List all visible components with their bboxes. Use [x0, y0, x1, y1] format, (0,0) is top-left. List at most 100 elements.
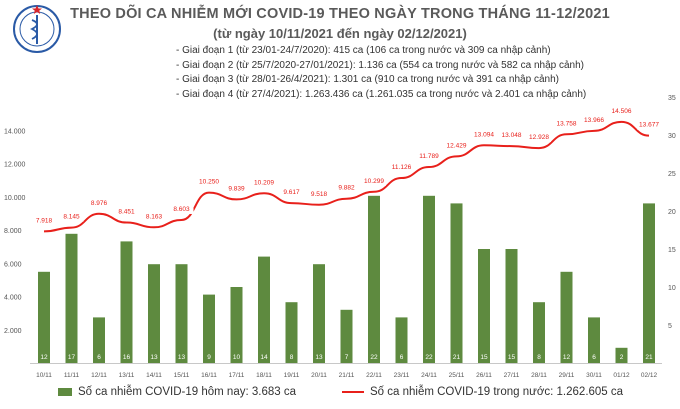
bar-value-label: 2: [620, 354, 624, 361]
bar-value-label: 12: [40, 354, 48, 361]
line-value-label: 13.677: [639, 122, 659, 129]
line-value-label: 9.839: [228, 185, 245, 192]
line-label-bg: [142, 210, 166, 222]
bar: [203, 294, 215, 363]
bar: [120, 241, 133, 363]
bar: [285, 302, 298, 363]
bar: [533, 302, 545, 363]
bar-value-label: 14: [260, 354, 268, 361]
line-label-bg: [362, 174, 386, 186]
x-tick-label: 28/11: [531, 372, 547, 379]
line-value-label: 7.918: [36, 217, 53, 224]
y-left-tick-label: 6.000: [4, 261, 22, 268]
y-left-tick-label: 2.000: [4, 328, 22, 335]
line-label-bg: [224, 182, 249, 194]
chart-title: THEO DÕI CA NHIỄM MỚI COVID-19 THEO NGÀY…: [70, 6, 610, 22]
y-left-tick-label: 14.000: [4, 128, 26, 135]
bar-value-label: 8: [537, 354, 541, 361]
x-tick-label: 15/11: [174, 372, 190, 379]
legend-line: Số ca nhiễm COVID-19 trong nước: 1.262.6…: [342, 386, 623, 398]
x-tick-label: 02/12: [641, 372, 658, 379]
x-tick-label: 11/11: [64, 372, 80, 379]
bar-value-label: 22: [370, 354, 378, 361]
bar-value-label: 13: [315, 354, 323, 361]
line-label-bg: [472, 128, 496, 140]
y-right-tick-label: 20: [668, 209, 676, 216]
phase-info-2: Giai đoạn 2 (từ 25/7/2020-27/01/2021): 1…: [176, 59, 586, 74]
legend-bar-swatch: [58, 387, 72, 396]
line-label-bg: [417, 150, 441, 162]
y-right-tick-label: 35: [668, 95, 676, 102]
bar: [368, 195, 380, 363]
y-right-tick-label: 25: [668, 171, 676, 178]
line-series: [43, 120, 650, 233]
x-tick-label: 24/11: [421, 372, 437, 379]
x-tick-label: 13/11: [119, 372, 135, 379]
legend-line-label: Số ca nhiễm COVID-19 trong nước: 1.262.6…: [370, 386, 624, 398]
x-tick-label: 10/11: [36, 372, 52, 379]
x-tick-label: 26/11: [476, 372, 492, 379]
bar: [93, 317, 105, 363]
bar: [313, 264, 325, 363]
bar-value-label: 13: [178, 354, 186, 361]
x-tick-label: 29/11: [559, 372, 575, 379]
line-value-label: 14.506: [612, 108, 632, 115]
bar-value-label: 16: [123, 354, 131, 361]
line-value-label: 10.209: [254, 179, 274, 186]
bar: [65, 233, 78, 363]
bar: [615, 347, 628, 363]
line-label-bg: [582, 113, 606, 125]
x-tick-label: 01/12: [613, 372, 630, 379]
line-value-label: 13.048: [502, 132, 522, 139]
phase-info-4: Giai đoạn 4 (từ 27/4/2021): 1.263.436 ca…: [176, 88, 586, 103]
bar: [588, 317, 600, 363]
line-label-bg: [59, 210, 84, 222]
bar-value-label: 22: [425, 354, 433, 361]
bar: [340, 309, 353, 363]
line-label-bg: [637, 118, 661, 130]
line-label-bg: [197, 175, 221, 187]
line-label-bg: [554, 117, 579, 129]
line-value-label: 12.928: [529, 134, 549, 141]
x-tick-label: 20/11: [311, 372, 327, 379]
legend-bar-label: Số ca nhiễm COVID-19 hôm nay: 3.683 ca: [78, 386, 296, 398]
y-right-tick-label: 15: [668, 247, 676, 254]
line-label-bg: [32, 214, 56, 226]
x-tick-label: 14/11: [146, 372, 162, 379]
x-tick-label: 23/11: [394, 372, 410, 379]
bar-value-label: 6: [400, 354, 404, 361]
line-label-bg: [307, 187, 331, 199]
y-left-tick-label: 10.000: [4, 195, 26, 202]
line-label-bg: [334, 181, 359, 193]
x-tick-label: 27/11: [504, 372, 520, 379]
line-value-label: 12.429: [447, 142, 467, 149]
line-label-bg: [499, 129, 524, 141]
y-left-tick-label: 12.000: [4, 162, 26, 169]
line-value-label: 9.617: [283, 189, 300, 196]
line-label-bg: [527, 131, 551, 143]
bar: [175, 264, 188, 363]
line-label-bg: [279, 186, 304, 198]
x-tick-label: 25/11: [449, 372, 465, 379]
bar-value-label: 7: [345, 354, 349, 361]
bar-value-label: 15: [508, 354, 516, 361]
line-value-label: 9.882: [338, 185, 355, 192]
bar: [505, 249, 518, 363]
line-label-bg: [114, 205, 139, 217]
x-tick-label: 22/11: [366, 372, 382, 379]
line-label-bg: [87, 196, 111, 208]
line-value-label: 11.789: [419, 153, 439, 160]
line-label-bg: [252, 176, 276, 188]
line-label-bg: [389, 161, 414, 173]
x-tick-label: 16/11: [201, 372, 217, 379]
bar-value-label: 13: [150, 354, 158, 361]
line-value-label: 8.163: [146, 213, 163, 220]
phase-info-list: Giai đoạn 1 (từ 23/01-24/7/2020): 415 ca…: [176, 44, 586, 102]
bar: [423, 195, 435, 363]
bar: [450, 203, 463, 363]
x-tick-label: 21/11: [339, 372, 355, 379]
bar-value-label: 12: [563, 354, 571, 361]
bar-value-label: 10: [233, 354, 241, 361]
legend-bar: Số ca nhiễm COVID-19 hôm nay: 3.683 ca: [58, 386, 296, 398]
